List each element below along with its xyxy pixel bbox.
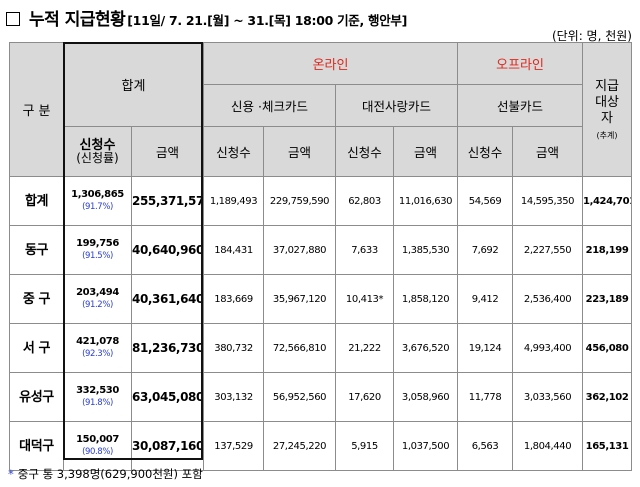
table-row: 서 구 421,078 (92.3%) 81,236,730 380,732 72,566… [9, 323, 633, 373]
header-daejeon-apps: 신청수 [335, 126, 395, 177]
credit-amount-cell: 56,952,560 [263, 372, 337, 422]
header-recipients: 지급 대상 자 (추계) [582, 42, 633, 177]
daejeon-apps-cell: 5,915 [335, 421, 395, 471]
header-total-apps: 신청수 (신청률) [63, 126, 132, 177]
header-daejeon-amount: 금액 [393, 126, 459, 177]
header-online: 온라인 [203, 42, 459, 85]
prepaid-apps-cell: 9,412 [457, 274, 514, 324]
credit-amount-cell: 37,027,880 [263, 225, 337, 275]
application-rate: (91.8%) [82, 398, 113, 408]
total-apps-cell: 150,007 (90.8%) [63, 421, 132, 471]
daejeon-apps-cell: 7,633 [335, 225, 395, 275]
header-credit-amount: 금액 [263, 126, 337, 177]
header-total: 합계 [62, 42, 205, 127]
prepaid-amount-cell: 4,993,400 [512, 323, 584, 373]
table-row: 대덕구 150,007 (90.8%) 30,087,160 137,529 27,245… [9, 421, 633, 471]
daejeon-amount-cell: 3,676,520 [393, 323, 459, 373]
table-row: 중 구 203,494 (91.2%) 40,361,640 183,669 35,967… [9, 274, 633, 324]
region-cell: 대덕구 [9, 421, 64, 471]
credit-apps-cell: 137,529 [203, 421, 265, 471]
recipients-cell: 362,102 [582, 372, 633, 422]
title-main: 누적 지급현황 [29, 10, 126, 30]
prepaid-apps-cell: 11,778 [457, 372, 514, 422]
payment-status-table: 구 분 합계 온라인 오프라인 지급 대상 자 (추계) 신용 ·체크카드 대전… [9, 42, 633, 471]
prepaid-amount-cell: 2,227,550 [512, 225, 584, 275]
region-cell: 합계 [9, 176, 64, 226]
total-amount-cell: 255,371,570 [130, 176, 205, 226]
table-row: 합계1,306,865(91.7%)255,371,5701,189,49322… [9, 176, 633, 226]
daejeon-apps-cell: 62,803 [335, 176, 395, 226]
table-row: 동구 199,756 (91.5%) 40,640,960 184,431 37,027,… [9, 225, 633, 275]
total-amount-cell: 30,087,160 [130, 421, 205, 471]
prepaid-apps-cell: 7,692 [457, 225, 514, 275]
credit-apps-cell: 183,669 [203, 274, 265, 324]
application-rate: (91.5%) [82, 251, 113, 261]
credit-amount-cell: 229,759,590 [263, 176, 337, 226]
total-apps-cell: 199,756 (91.5%) [63, 225, 132, 275]
region-cell: 중 구 [9, 274, 64, 324]
region-cell: 서 구 [9, 323, 64, 373]
footnote-text: 중구 통 3,398명(629,900천원) 포함 [17, 467, 203, 481]
header-total-amount: 금액 [130, 126, 205, 177]
application-rate: (91.7%) [82, 202, 113, 212]
daejeon-amount-cell: 1,858,120 [393, 274, 459, 324]
total-amount-cell: 40,361,640 [130, 274, 205, 324]
credit-amount-cell: 72,566,810 [263, 323, 337, 373]
recipients-cell: 165,131 [582, 421, 633, 471]
header-prepaid-apps: 신청수 [457, 126, 514, 177]
unit-label: (단위: 명, 천원) [551, 29, 632, 43]
prepaid-amount-cell: 1,804,440 [512, 421, 584, 471]
credit-apps-cell: 380,732 [203, 323, 265, 373]
header-credit-check: 신용 ·체크카드 [203, 84, 337, 127]
region-cell: 유성구 [9, 372, 64, 422]
daejeon-amount-cell: 11,016,630 [393, 176, 459, 226]
prepaid-apps-cell: 54,569 [457, 176, 514, 226]
title-sub: [11일/ 7. 21.[월] ~ 31.[목] 18:00 기준, 행안부] [127, 13, 408, 28]
credit-amount-cell: 35,967,120 [263, 274, 337, 324]
daejeon-apps-cell: 10,413* [335, 274, 395, 324]
region-cell: 동구 [9, 225, 64, 275]
daejeon-amount-cell: 1,385,530 [393, 225, 459, 275]
recipients-cell: 218,199 [582, 225, 633, 275]
daejeon-amount-cell: 3,058,960 [393, 372, 459, 422]
header-credit-apps: 신청수 [203, 126, 265, 177]
application-rate: (91.2%) [82, 300, 113, 310]
credit-apps-cell: 303,132 [203, 372, 265, 422]
application-rate: (92.3%) [82, 349, 113, 359]
header-category: 구 분 [9, 42, 64, 177]
application-rate: (90.8%) [82, 447, 113, 457]
prepaid-amount-cell: 14,595,350 [512, 176, 584, 226]
credit-apps-cell: 1,189,493 [203, 176, 265, 226]
footnote-star: * [8, 467, 14, 481]
total-apps-cell: 1,306,865 (91.7%) [63, 176, 132, 226]
daejeon-apps-cell: 21,222 [335, 323, 395, 373]
prepaid-amount-cell: 3,033,560 [512, 372, 584, 422]
checkbox-icon [6, 12, 20, 26]
prepaid-apps-cell: 19,124 [457, 323, 514, 373]
prepaid-apps-cell: 6,563 [457, 421, 514, 471]
daejeon-amount-cell: 1,037,500 [393, 421, 459, 471]
prepaid-amount-cell: 2,536,400 [512, 274, 584, 324]
total-apps-cell: 332,530 (91.8%) [63, 372, 132, 422]
total-amount-cell: 40,640,960 [130, 225, 205, 275]
total-amount-cell: 63,045,080 [130, 372, 205, 422]
total-apps-cell: 203,494 (91.2%) [63, 274, 132, 324]
table-row: 유성구 332,530 (91.8%) 63,045,080 303,132 56,952… [9, 372, 633, 422]
footnote: * 중구 통 3,398명(629,900천원) 포함 [8, 466, 203, 482]
total-apps-cell: 421,078 (92.3%) [63, 323, 132, 373]
credit-apps-cell: 184,431 [203, 225, 265, 275]
header-prepaid-card: 선불카드 [457, 84, 584, 127]
recipients-cell: 1,424,701 [582, 176, 633, 226]
credit-amount-cell: 27,245,220 [263, 421, 337, 471]
header-daejeon-card: 대전사랑카드 [335, 84, 459, 127]
header-offline: 오프라인 [457, 42, 584, 85]
total-amount-cell: 81,236,730 [130, 323, 205, 373]
recipients-cell: 223,189 [582, 274, 633, 324]
header-prepaid-amount: 금액 [512, 126, 584, 177]
recipients-cell: 456,080 [582, 323, 633, 373]
page-title: 누적 지급현황 [11일/ 7. 21.[월] ~ 31.[목] 18:00 기… [6, 5, 408, 30]
daejeon-apps-cell: 17,620 [335, 372, 395, 422]
